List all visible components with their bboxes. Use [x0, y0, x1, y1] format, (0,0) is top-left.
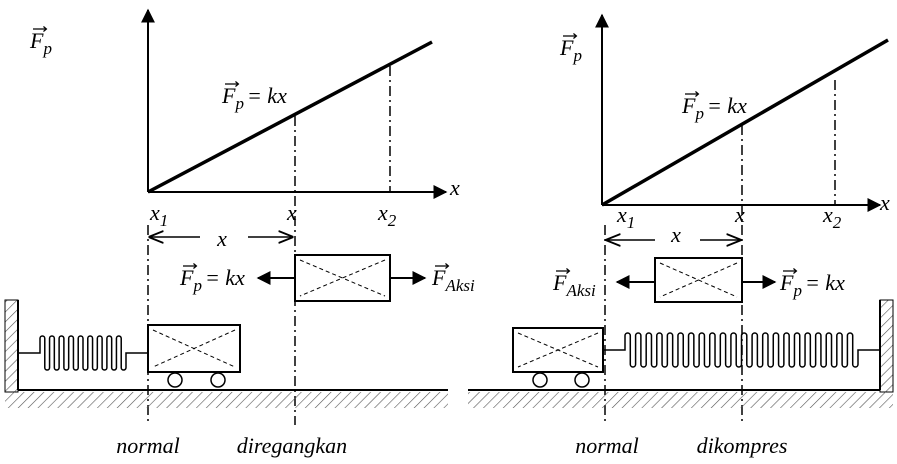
ground	[468, 392, 893, 408]
wheel	[574, 372, 590, 388]
label-main: F	[681, 93, 696, 118]
label-main: F	[431, 265, 446, 290]
label-main: x	[149, 200, 160, 225]
label-main: F	[179, 265, 194, 290]
label-tail: = kx	[247, 83, 287, 108]
label-main: x	[616, 202, 627, 227]
x-axis-label: x	[449, 175, 460, 200]
label-sub: 1	[627, 213, 636, 232]
y-axis-label: Fp	[559, 35, 582, 65]
cart-cross	[517, 332, 599, 368]
vector-arrow	[783, 268, 798, 274]
label-sub: p	[42, 39, 52, 58]
label-main: x	[377, 200, 388, 225]
label-main: F	[559, 35, 574, 60]
label-sub: p	[192, 276, 202, 295]
wheel	[210, 372, 226, 388]
x-axis-label: x	[879, 190, 890, 215]
label-sub: 2	[833, 213, 842, 232]
cart	[147, 324, 241, 373]
label-tail: = kx	[707, 93, 747, 118]
force-label: FAksi	[552, 270, 596, 300]
spring	[603, 332, 880, 368]
block-cross	[299, 259, 386, 297]
displacement-label: x	[670, 222, 681, 247]
wheel	[167, 372, 183, 388]
force-line	[147, 40, 433, 194]
caption: normal	[575, 433, 639, 458]
label-main: x	[822, 202, 833, 227]
force-line	[601, 38, 889, 207]
label-main: F	[221, 83, 236, 108]
label-sub: Aksi	[565, 281, 596, 300]
displacement-label: x	[216, 226, 227, 251]
line-label: Fp = kx	[681, 93, 747, 123]
x-tick-label: x2	[377, 200, 397, 230]
vector-arrow	[225, 81, 240, 87]
force-label: Fp = kx	[779, 270, 845, 300]
caption: dikompres	[697, 433, 788, 458]
label-tail: = kx	[805, 270, 845, 295]
x-tick-label: x1	[616, 202, 635, 232]
label-sub: p	[694, 104, 704, 123]
caption: normal	[116, 433, 180, 458]
vector-arrow	[33, 26, 48, 32]
force-label: FAksi	[431, 265, 475, 295]
label-sub: p	[572, 46, 582, 65]
label-main: F	[779, 270, 794, 295]
x-tick-label: x1	[149, 200, 168, 230]
wheel	[532, 372, 548, 388]
cart-cross	[152, 329, 236, 368]
x-tick-label: x2	[822, 202, 842, 232]
caption: diregangkan	[237, 433, 347, 458]
layout	[4, 8, 894, 425]
vector-arrow	[563, 33, 578, 39]
x-tick-label: x	[734, 202, 745, 227]
vector-arrow	[183, 263, 198, 269]
wall	[4, 299, 19, 393]
block-cross	[659, 262, 738, 298]
ground	[5, 392, 448, 408]
label-main: x	[734, 202, 745, 227]
label-main: x	[286, 200, 297, 225]
label-sub: p	[234, 94, 244, 113]
label-sub: 1	[160, 211, 169, 230]
x-tick-label: x	[286, 200, 297, 225]
label-main: F	[552, 270, 567, 295]
vector-arrow	[435, 263, 450, 269]
spring	[18, 335, 148, 371]
label-sub: Aksi	[444, 276, 475, 295]
line-label: Fp = kx	[221, 83, 287, 113]
block	[294, 254, 391, 302]
vector-arrow	[556, 268, 571, 274]
label-main: F	[29, 28, 44, 53]
vector-arrow	[685, 91, 700, 97]
block	[654, 257, 743, 303]
label-sub: 2	[388, 211, 397, 230]
y-axis-label: Fp	[29, 28, 52, 58]
wall	[879, 299, 894, 393]
label-sub: p	[792, 281, 802, 300]
force-label: Fp = kx	[179, 265, 245, 295]
label-tail: = kx	[205, 265, 245, 290]
